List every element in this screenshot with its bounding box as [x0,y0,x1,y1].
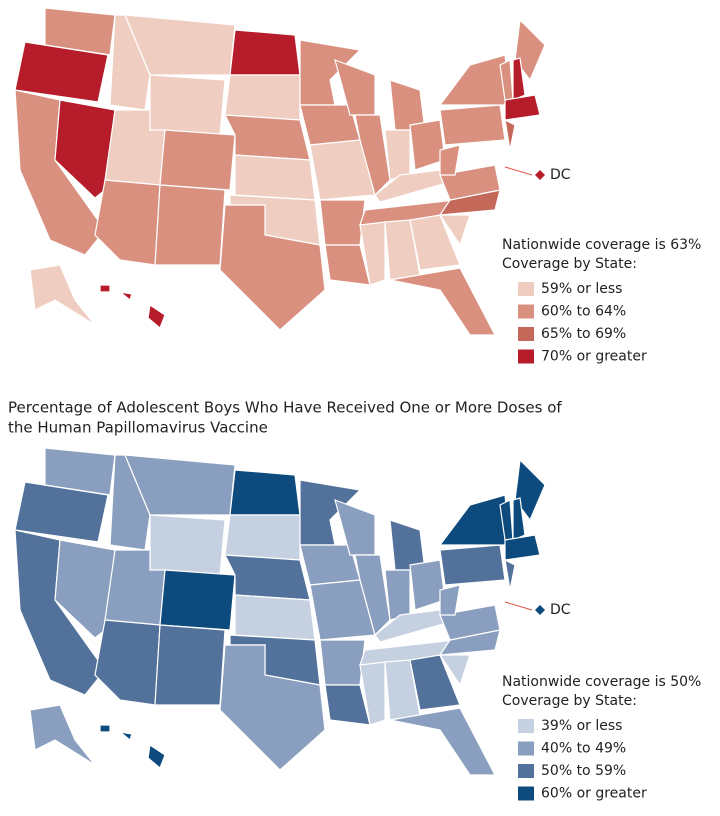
state [14,481,109,543]
legend-label: 59% or less [541,281,622,297]
dc-leader [504,601,533,611]
state [147,303,166,329]
state [384,129,411,181]
state [359,661,386,726]
state [44,447,116,496]
legend-label: 65% to 69% [541,326,626,342]
legend-label: 40% to 49% [541,741,626,757]
state [384,569,411,621]
state [149,74,226,136]
state [438,654,471,687]
state [99,284,111,293]
state [219,204,326,331]
state [219,644,326,771]
state [504,558,516,591]
dc-marker [535,605,545,615]
state [514,458,546,522]
state [14,41,109,103]
dc-marker [535,170,545,180]
state [149,514,226,576]
state [512,497,526,541]
state [54,99,116,199]
state [223,554,311,601]
state [354,554,391,637]
state [438,214,471,247]
state [234,594,316,641]
state [117,291,133,302]
state [159,129,236,191]
legend-swatch [518,764,534,778]
map-title: the Human Papillomavirus Vaccine [8,419,268,437]
state [94,179,161,266]
state [409,654,461,711]
state [299,479,362,546]
state [514,18,546,82]
legend-swatch [518,349,534,364]
state [438,54,511,106]
state [438,494,511,546]
state [117,731,133,742]
state [224,514,301,561]
state [154,624,226,706]
state [29,264,96,326]
state [354,114,391,197]
state [409,214,461,271]
state [389,519,426,571]
legend-swatch [518,719,534,733]
legend-swatch [518,327,534,341]
state [439,544,506,586]
legend-swatch [518,741,534,756]
state [44,7,116,56]
legend-label: 39% or less [541,718,622,734]
state [54,539,116,639]
state [99,724,111,733]
state [109,454,151,551]
dc-label: DC [550,602,571,618]
state [389,707,496,776]
state [319,639,366,686]
state [234,154,316,201]
dc-leader [504,166,533,176]
nationwide-coverage: Nationwide coverage is 50% [502,674,701,690]
state [154,184,226,266]
state [439,584,461,616]
legend-swatch [518,786,534,801]
state [229,469,301,516]
state [504,118,516,151]
nationwide-coverage: Nationwide coverage is 63% [502,237,701,253]
legend-label: 60% to 64% [541,304,626,320]
legend-swatch [518,304,534,319]
state [389,79,426,131]
legend-swatch [518,282,534,296]
legend-label: 60% or greater [541,786,647,802]
state [324,244,371,286]
state [512,57,526,101]
state [439,144,461,176]
state [389,267,496,336]
state [324,684,371,726]
state [359,221,386,286]
map-title: Percentage of Adolescent Boys Who Have R… [8,399,562,417]
state [224,74,301,121]
state [223,114,311,161]
state [94,619,161,706]
state [439,104,506,146]
legend-title: Coverage by State: [502,693,637,709]
state [29,704,96,766]
state [159,569,236,631]
legend-title: Coverage by State: [502,256,637,272]
state [319,199,366,246]
state [229,29,301,76]
state [299,39,362,106]
dc-label: DC [550,167,571,183]
state [109,14,151,111]
legend-label: 50% to 59% [541,763,626,779]
legend-label: 70% or greater [541,349,647,365]
state [504,534,541,561]
state [147,743,166,769]
state [504,94,541,121]
